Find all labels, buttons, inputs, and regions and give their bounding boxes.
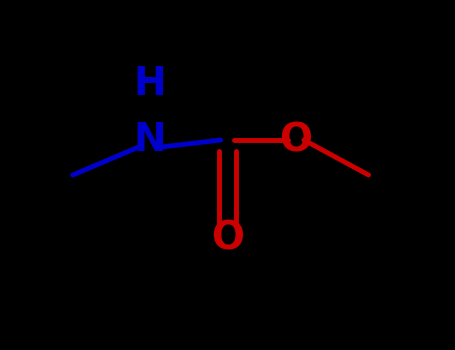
Text: O: O: [211, 219, 244, 257]
Text: O: O: [279, 121, 312, 159]
Text: N: N: [134, 121, 167, 159]
Text: H: H: [134, 65, 167, 103]
